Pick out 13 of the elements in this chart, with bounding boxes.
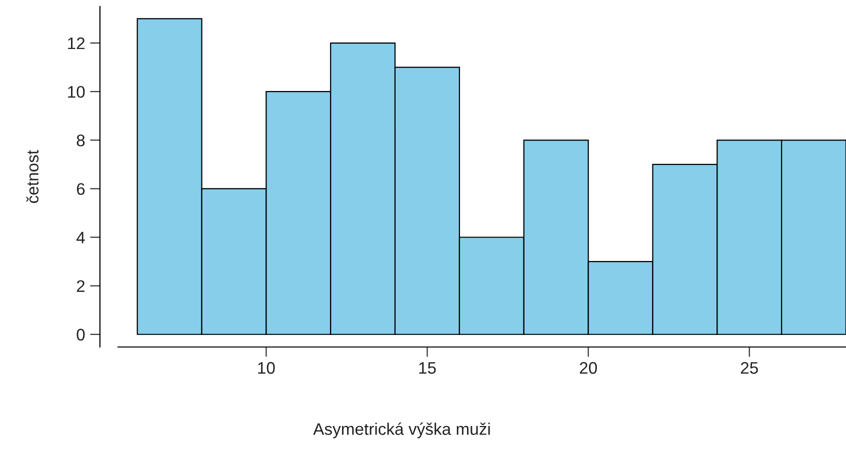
x-tick-label: 15 [419,362,436,374]
y-tick-label: 2 [76,280,85,292]
x-tick-label: 25 [740,362,758,374]
y-axis-title: četnost [26,150,39,203]
y-tick-label: 4 [76,232,85,244]
y-tick-label: 0 [76,328,85,341]
x-tick-label: 20 [580,362,597,374]
y-tick-label: 10 [68,86,85,98]
x-axis-title: Asymetrická výška muži [313,422,490,438]
y-tick-label: 8 [76,134,85,146]
x-tick-label: 10 [258,362,275,374]
y-tick-label: 6 [76,183,85,195]
y-tick-label: 12 [68,37,85,50]
